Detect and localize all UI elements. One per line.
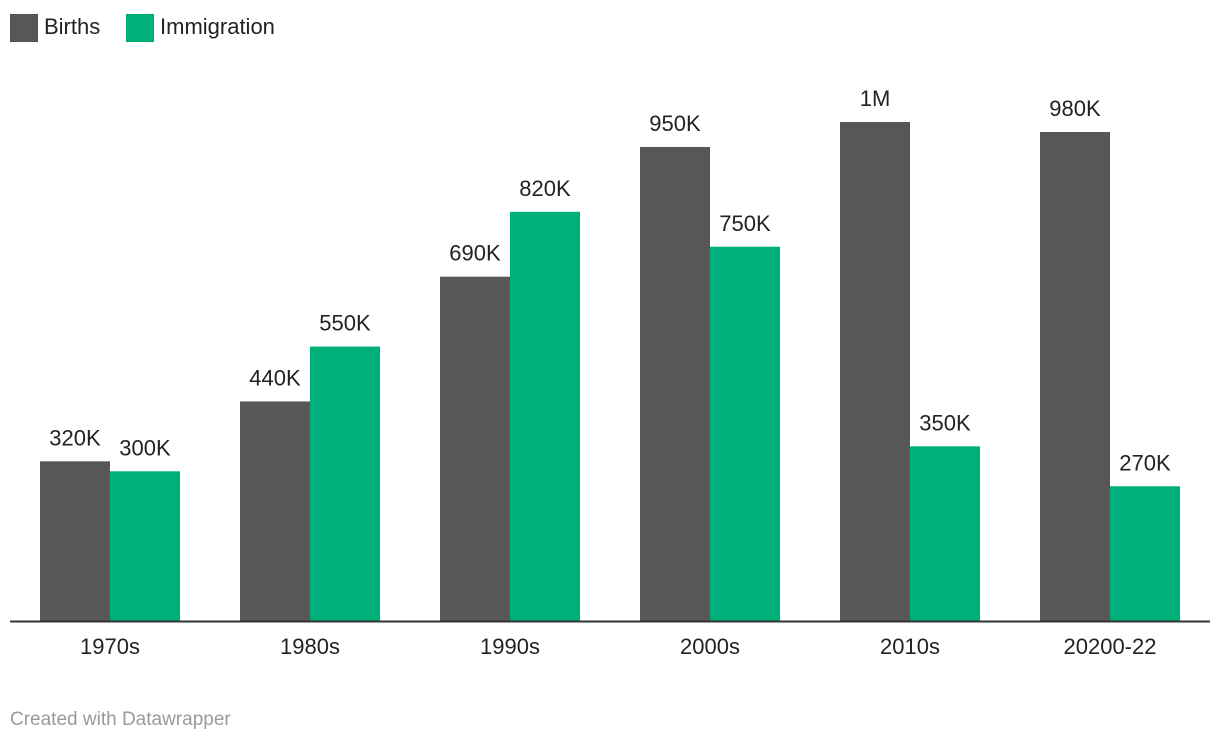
x-tick-label: 2010s: [880, 634, 940, 659]
bar-immigration-1970s: [110, 471, 180, 621]
bar-births-1970s: [40, 461, 110, 621]
bar-immigration-2010s: [910, 446, 980, 621]
bar-births-1980s: [240, 401, 310, 621]
bar-immigration-2000s: [710, 246, 780, 621]
value-label-births-1980s: 440K: [249, 365, 301, 390]
value-label-immigration-1970s: 300K: [119, 435, 171, 460]
legend-swatch-immigration: [126, 14, 154, 42]
value-label-immigration-1980s: 550K: [319, 311, 371, 336]
legend-label-immigration: Immigration: [160, 14, 275, 39]
value-label-births-20200-22: 980K: [1049, 96, 1101, 121]
value-label-immigration-2000s: 750K: [719, 211, 771, 236]
x-tick-label: 1970s: [80, 634, 140, 659]
bar-births-20200-22: [1040, 131, 1110, 622]
legend-label-births: Births: [44, 14, 100, 39]
value-label-immigration-2010s: 350K: [919, 410, 971, 435]
value-label-immigration-1990s: 820K: [519, 176, 571, 201]
legend-swatch-births: [10, 14, 38, 42]
credit-text: Created with Datawrapper: [10, 709, 231, 730]
value-label-births-2010s: 1M: [860, 86, 891, 111]
bar-immigration-1990s: [510, 211, 580, 621]
value-label-births-1970s: 320K: [49, 425, 101, 450]
bar-births-2010s: [840, 122, 910, 621]
x-tick-label: 1980s: [280, 634, 340, 659]
bar-births-1990s: [440, 276, 510, 621]
legend: Births Immigration: [10, 14, 275, 42]
value-label-births-2000s: 950K: [649, 111, 701, 136]
value-label-immigration-20200-22: 270K: [1119, 450, 1171, 475]
plot-area: 320K 300K 1970s 440K 550K 1980s 690K 820K 1990s 9…: [40, 86, 1180, 659]
x-tick-label: 2000s: [680, 634, 740, 659]
x-tick-label: 1990s: [480, 634, 540, 659]
bar-immigration-1980s: [310, 346, 380, 621]
bar-births-2000s: [640, 146, 710, 621]
x-tick-label: 20200-22: [1064, 634, 1157, 659]
bar-immigration-20200-22: [1110, 486, 1180, 621]
value-label-births-1990s: 690K: [449, 241, 501, 266]
